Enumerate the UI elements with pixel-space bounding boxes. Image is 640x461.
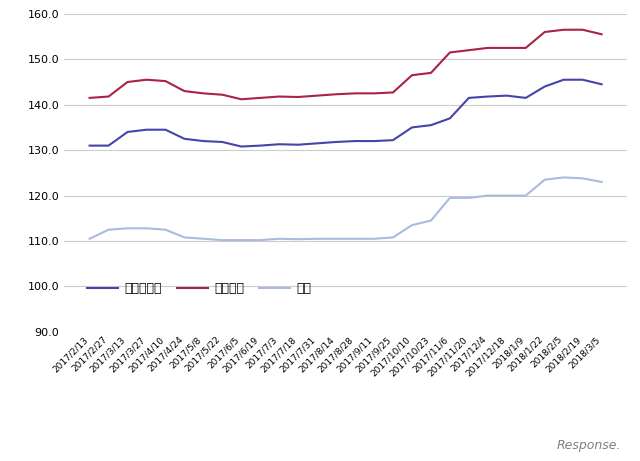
軳油 — [465, 195, 473, 201]
レギュラー — [503, 93, 511, 98]
レギュラー — [522, 95, 529, 100]
レギュラー — [598, 82, 605, 87]
ハイオク — [294, 94, 302, 100]
レギュラー — [484, 94, 492, 99]
レギュラー — [427, 122, 435, 128]
ハイオク — [427, 70, 435, 76]
Line: 軳油: 軳油 — [90, 177, 602, 240]
レギュラー — [162, 127, 170, 132]
レギュラー — [275, 142, 283, 147]
レギュラー — [389, 137, 397, 143]
ハイオク — [180, 89, 188, 94]
ハイオク — [370, 90, 378, 96]
レギュラー — [314, 141, 321, 146]
レギュラー — [124, 129, 131, 135]
ハイオク — [86, 95, 93, 100]
軳油 — [257, 237, 264, 243]
ハイオク — [484, 45, 492, 51]
レギュラー — [560, 77, 568, 83]
ハイオク — [237, 96, 245, 102]
軳油 — [560, 175, 568, 180]
ハイオク — [257, 95, 264, 100]
レギュラー — [237, 144, 245, 149]
軳油 — [446, 195, 454, 201]
軳油 — [427, 218, 435, 223]
軳油 — [143, 225, 150, 231]
ハイオク — [446, 50, 454, 55]
軳油 — [408, 222, 416, 228]
軳油 — [598, 179, 605, 185]
軳油 — [124, 225, 131, 231]
レギュラー — [218, 139, 226, 145]
レギュラー — [332, 139, 340, 145]
軳油 — [541, 177, 548, 183]
ハイオク — [560, 27, 568, 33]
軳油 — [314, 236, 321, 242]
Text: Response.: Response. — [556, 439, 621, 452]
ハイオク — [332, 91, 340, 97]
ハイオク — [408, 72, 416, 78]
ハイオク — [598, 31, 605, 37]
レギュラー — [351, 138, 359, 144]
ハイオク — [314, 93, 321, 98]
ハイオク — [579, 27, 586, 33]
軳油 — [332, 236, 340, 242]
Line: レギュラー: レギュラー — [90, 80, 602, 147]
ハイオク — [218, 92, 226, 97]
軳油 — [370, 236, 378, 242]
軳油 — [218, 237, 226, 243]
軳油 — [200, 236, 207, 242]
レギュラー — [105, 143, 113, 148]
ハイオク — [143, 77, 150, 83]
レギュラー — [579, 77, 586, 83]
軳油 — [237, 237, 245, 243]
Legend: レギュラー, ハイオク, 軳油: レギュラー, ハイオク, 軳油 — [81, 277, 317, 300]
ハイオク — [162, 78, 170, 84]
ハイオク — [124, 79, 131, 85]
ハイオク — [522, 45, 529, 51]
レギュラー — [541, 84, 548, 89]
軳油 — [484, 193, 492, 198]
軳油 — [389, 235, 397, 240]
軳油 — [105, 227, 113, 232]
レギュラー — [294, 142, 302, 148]
レギュラー — [86, 143, 93, 148]
ハイオク — [503, 45, 511, 51]
軳油 — [503, 193, 511, 198]
軳油 — [579, 176, 586, 181]
レギュラー — [446, 116, 454, 121]
ハイオク — [541, 29, 548, 35]
軳油 — [294, 236, 302, 242]
軳油 — [351, 236, 359, 242]
ハイオク — [105, 94, 113, 99]
Line: ハイオク: ハイオク — [90, 30, 602, 99]
レギュラー — [180, 136, 188, 142]
レギュラー — [465, 95, 473, 100]
ハイオク — [351, 90, 359, 96]
軳油 — [86, 236, 93, 242]
ハイオク — [465, 47, 473, 53]
ハイオク — [275, 94, 283, 99]
レギュラー — [200, 138, 207, 144]
軳油 — [162, 227, 170, 232]
レギュラー — [408, 124, 416, 130]
軳油 — [180, 235, 188, 240]
レギュラー — [370, 138, 378, 144]
軳油 — [275, 236, 283, 242]
ハイオク — [389, 90, 397, 95]
ハイオク — [200, 90, 207, 96]
レギュラー — [143, 127, 150, 132]
レギュラー — [257, 143, 264, 148]
軳油 — [522, 193, 529, 198]
